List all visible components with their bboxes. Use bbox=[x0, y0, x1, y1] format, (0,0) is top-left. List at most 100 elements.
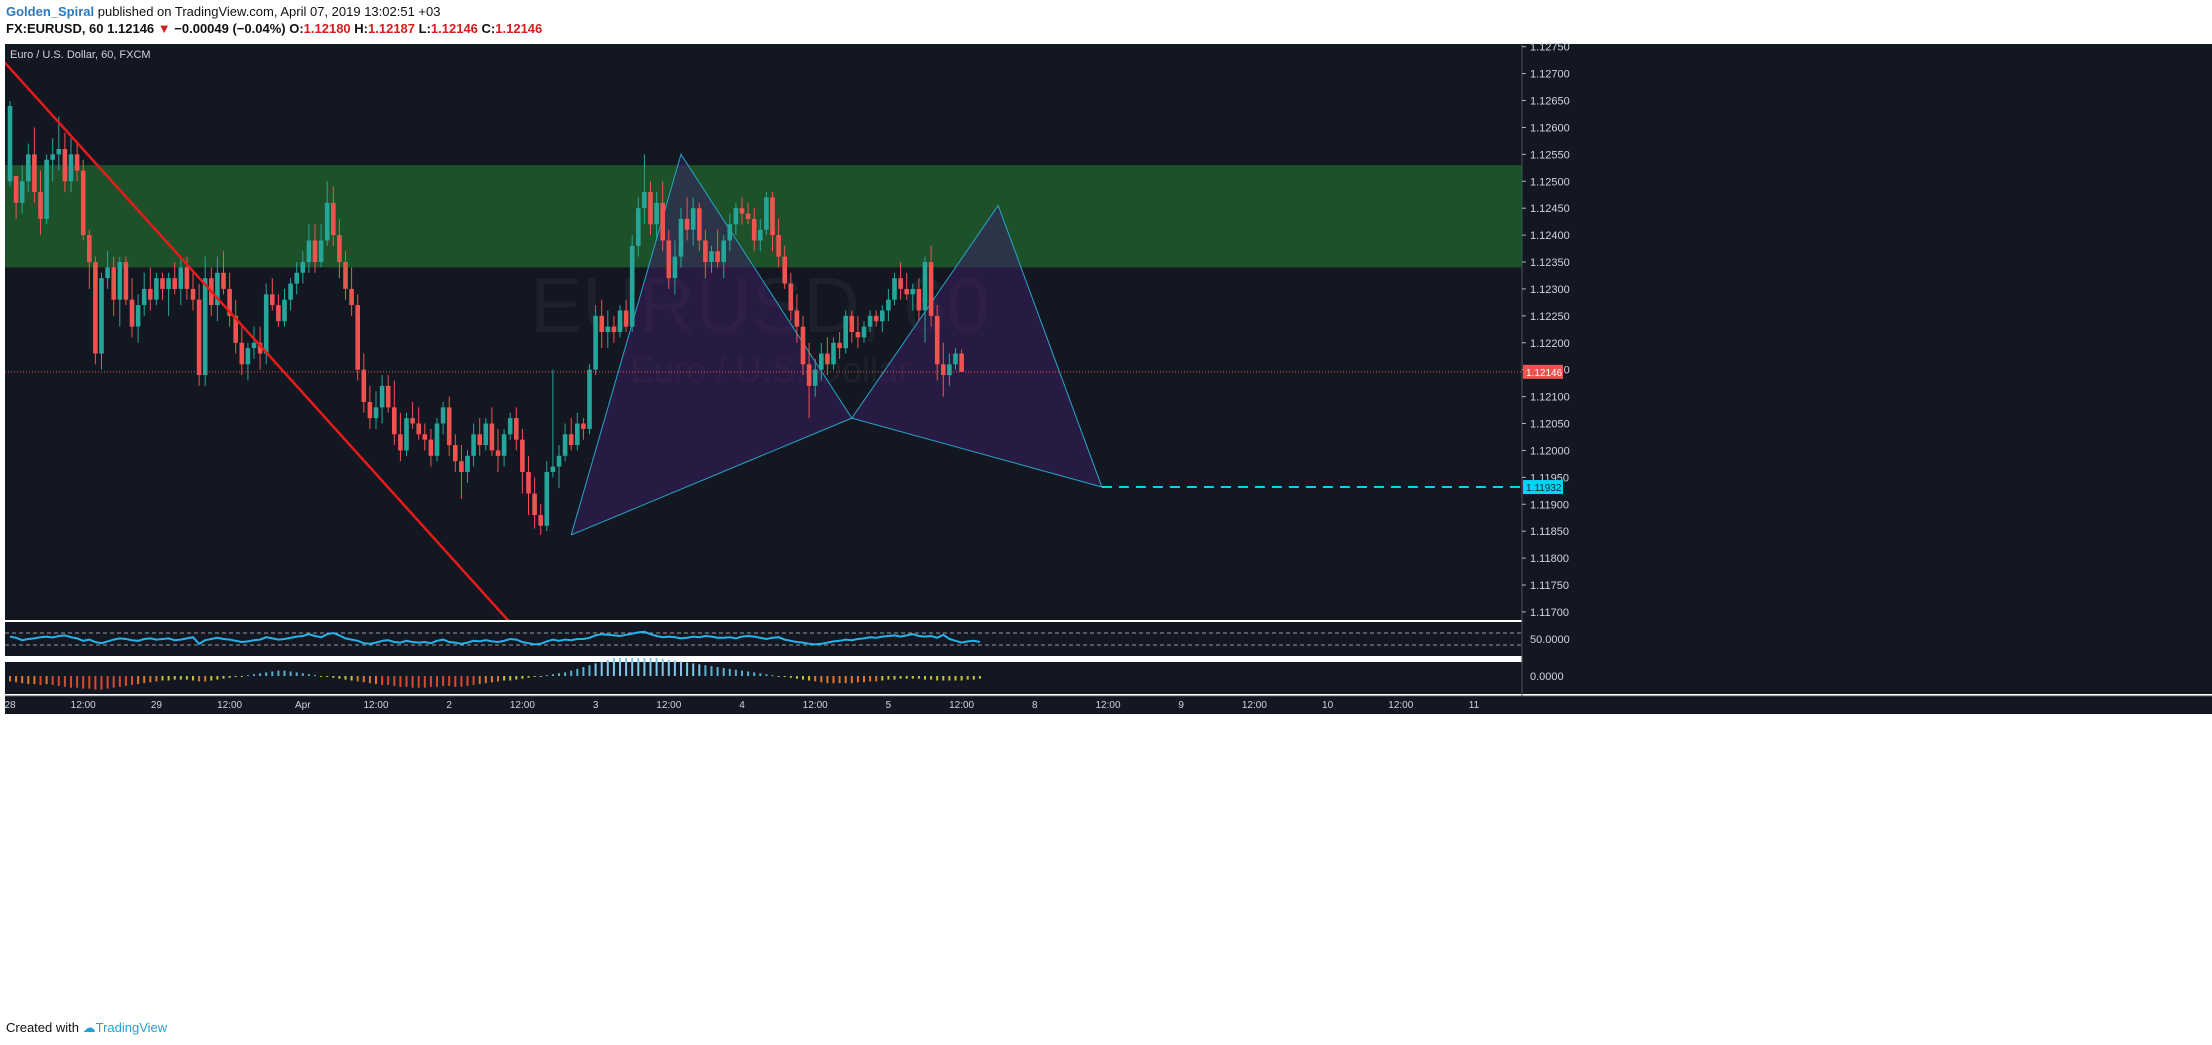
candle-body bbox=[837, 342, 842, 349]
histogram-bar bbox=[673, 660, 676, 676]
price-tick-label: 1.12400 bbox=[1530, 230, 1570, 242]
histogram-bar bbox=[722, 667, 725, 676]
candle-body bbox=[721, 240, 726, 263]
histogram-bar bbox=[375, 676, 377, 685]
histogram-bar bbox=[826, 676, 829, 684]
candle-body bbox=[770, 197, 775, 236]
candle-body bbox=[434, 423, 440, 456]
histogram-bar bbox=[301, 673, 304, 676]
candle-body bbox=[26, 154, 31, 182]
pattern-fill-bcd bbox=[851, 205, 1102, 488]
candle-body bbox=[629, 245, 635, 327]
candle-body bbox=[416, 423, 421, 435]
histogram-bar bbox=[509, 676, 512, 681]
candle-body bbox=[239, 342, 245, 365]
candle-body bbox=[642, 192, 647, 209]
candle-body bbox=[202, 278, 208, 376]
histogram-bar bbox=[259, 673, 262, 676]
histogram-pane bbox=[5, 662, 1522, 694]
histogram-bar bbox=[783, 676, 786, 677]
publish-info: Golden_Spiral published on TradingView.c… bbox=[6, 4, 440, 19]
candle-body bbox=[80, 170, 86, 236]
candle-body bbox=[123, 262, 129, 300]
histogram-bar bbox=[734, 669, 737, 676]
histogram-bar bbox=[649, 658, 652, 676]
candle-body bbox=[831, 342, 836, 365]
candle-body bbox=[282, 299, 287, 322]
candle-body bbox=[233, 315, 238, 343]
histogram-bar bbox=[856, 676, 859, 683]
candle-body bbox=[68, 154, 74, 182]
tradingview-brand[interactable]: TradingView bbox=[95, 1020, 168, 1035]
histogram-bar bbox=[51, 676, 54, 685]
candle-body bbox=[666, 240, 672, 279]
candle-body bbox=[562, 434, 568, 456]
candle-body bbox=[331, 202, 336, 236]
trendline bbox=[5, 60, 510, 620]
histogram-bar bbox=[795, 676, 798, 679]
candle-body bbox=[373, 407, 379, 419]
histogram-bar bbox=[411, 676, 414, 688]
histogram-bar bbox=[240, 676, 243, 677]
histogram-bar bbox=[222, 676, 225, 679]
histogram-bar bbox=[143, 676, 146, 684]
histogram-bar bbox=[661, 658, 664, 676]
candle-body bbox=[941, 364, 946, 376]
candle-body bbox=[184, 267, 190, 289]
histogram-bar bbox=[887, 676, 890, 680]
candle-body bbox=[550, 466, 556, 472]
time-tick-label: 28 bbox=[4, 700, 16, 711]
author-link[interactable]: Golden_Spiral bbox=[6, 4, 95, 19]
candle-body bbox=[501, 434, 507, 456]
histogram-bar bbox=[863, 676, 865, 683]
histogram-bar bbox=[875, 676, 878, 682]
histogram-bar bbox=[814, 676, 817, 682]
histogram-bar bbox=[655, 658, 658, 676]
time-tick-label: 12:00 bbox=[656, 700, 681, 711]
histogram-bar bbox=[192, 676, 194, 681]
time-tick-label: 29 bbox=[151, 700, 163, 711]
candle-body bbox=[782, 256, 787, 284]
candle-body bbox=[312, 240, 318, 263]
histogram-bar bbox=[698, 664, 701, 676]
histogram-bar bbox=[393, 676, 396, 686]
histogram-bar bbox=[436, 676, 438, 687]
time-tick-label: 11 bbox=[1469, 700, 1480, 711]
cmo-axis-label: 50.0000 bbox=[1530, 634, 1570, 646]
candle-body bbox=[495, 450, 501, 456]
histogram-bar bbox=[277, 670, 280, 676]
candle-body bbox=[343, 262, 348, 289]
histogram-bar bbox=[911, 676, 914, 679]
histogram-bar bbox=[173, 676, 176, 680]
histogram-bar bbox=[106, 676, 109, 689]
histogram-bar bbox=[527, 676, 530, 678]
candle-body bbox=[794, 310, 800, 327]
candle-body bbox=[300, 262, 306, 273]
histogram-bar bbox=[759, 673, 762, 676]
candle-body bbox=[697, 208, 702, 241]
candle-body bbox=[263, 294, 269, 354]
candle-body bbox=[800, 326, 806, 365]
histogram-bar bbox=[45, 676, 48, 685]
candle-body bbox=[861, 326, 867, 338]
candle-body bbox=[349, 288, 354, 306]
candle-body bbox=[306, 240, 312, 263]
histogram-bar bbox=[960, 676, 963, 681]
candle-body bbox=[44, 159, 49, 219]
candle-body bbox=[928, 262, 934, 316]
histogram-bar bbox=[606, 659, 609, 676]
price-tick-label: 1.12600 bbox=[1530, 122, 1570, 134]
histogram-bar bbox=[185, 676, 188, 680]
candle-body bbox=[904, 288, 909, 295]
candle-body bbox=[446, 407, 452, 446]
histogram-bar bbox=[246, 675, 249, 677]
histogram-bar bbox=[234, 676, 237, 677]
candle-body bbox=[959, 353, 964, 372]
histogram-bar bbox=[881, 676, 884, 681]
candle-body bbox=[7, 105, 13, 182]
candle-body bbox=[587, 369, 592, 429]
histogram-bar bbox=[94, 676, 97, 690]
candle-body bbox=[568, 434, 574, 446]
high-value: 1.12187 bbox=[368, 21, 416, 36]
